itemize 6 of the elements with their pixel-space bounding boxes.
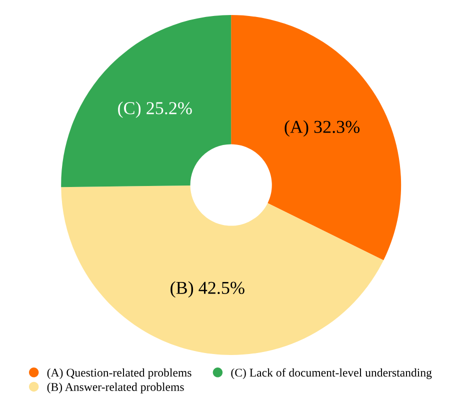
data-label: (B) 42.5% <box>170 281 244 298</box>
legend-label: (B) Answer-related problems <box>47 382 184 394</box>
data-label: (C) 25.2% <box>118 102 192 118</box>
data-label: (A) 32.3% <box>284 120 360 137</box>
legend-label: (C) Lack of document-level understanding <box>231 368 432 380</box>
legend-label: (A) Question-related problems <box>47 368 192 380</box>
